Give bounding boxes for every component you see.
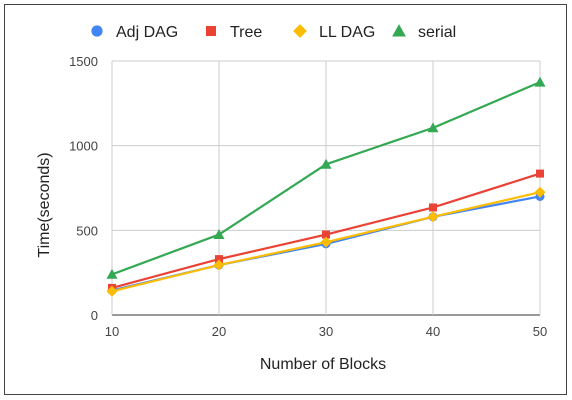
y-tick-labels: 0 500 1000 1500 bbox=[69, 54, 98, 323]
data-point-tree bbox=[429, 203, 437, 212]
data-point-serial bbox=[320, 158, 332, 169]
legend-item-adj-dag: Adj DAG bbox=[91, 24, 178, 41]
data-point-tree bbox=[215, 255, 223, 264]
x-axis-title: Number of Blocks bbox=[260, 356, 386, 373]
y-tick-label: 500 bbox=[76, 223, 98, 238]
y-tick-label: 0 bbox=[91, 308, 98, 323]
legend-marker-tree bbox=[206, 26, 216, 36]
x-tick-label: 40 bbox=[426, 324, 440, 339]
legend-item-tree: Tree bbox=[206, 24, 262, 41]
chart-frame bbox=[4, 4, 567, 395]
data-point-ll-dag bbox=[320, 236, 332, 248]
legend-label: serial bbox=[418, 24, 456, 41]
data-point-serial bbox=[427, 122, 439, 133]
legend-marker-serial bbox=[392, 24, 406, 37]
data-point-ll-dag bbox=[534, 186, 546, 198]
data-point-serial bbox=[213, 229, 225, 239]
y-tick-label: 1000 bbox=[69, 139, 98, 154]
legend-label: LL DAG bbox=[319, 24, 375, 41]
gridlines bbox=[111, 60, 541, 316]
data-point-ll-dag bbox=[427, 211, 439, 223]
x-tick-label: 50 bbox=[533, 324, 547, 339]
legend-item-ll-dag: LL DAG bbox=[293, 24, 375, 41]
legend-item-serial: serial bbox=[392, 24, 456, 41]
series-markers bbox=[106, 76, 546, 297]
data-point-serial bbox=[106, 268, 118, 279]
data-point-ll-dag bbox=[213, 259, 225, 271]
legend-label: Tree bbox=[230, 24, 262, 41]
x-tick-label: 30 bbox=[319, 324, 333, 339]
data-point-ll-dag bbox=[106, 285, 118, 297]
data-point-tree bbox=[322, 230, 330, 239]
legend-marker-adj-dag bbox=[91, 25, 103, 37]
x-tick-label: 20 bbox=[212, 324, 226, 339]
y-tick-label: 1500 bbox=[69, 54, 98, 69]
data-point-tree bbox=[536, 169, 544, 178]
legend-marker-ll-dag bbox=[293, 24, 307, 38]
x-tick-labels: 10 20 30 40 50 bbox=[105, 324, 547, 339]
y-axis-title: Time(seconds) bbox=[36, 152, 53, 257]
legend: Adj DAG Tree LL DAG serial bbox=[91, 24, 456, 41]
x-tick-label: 10 bbox=[105, 324, 119, 339]
data-point-serial bbox=[534, 76, 546, 87]
legend-label: Adj DAG bbox=[116, 24, 178, 41]
